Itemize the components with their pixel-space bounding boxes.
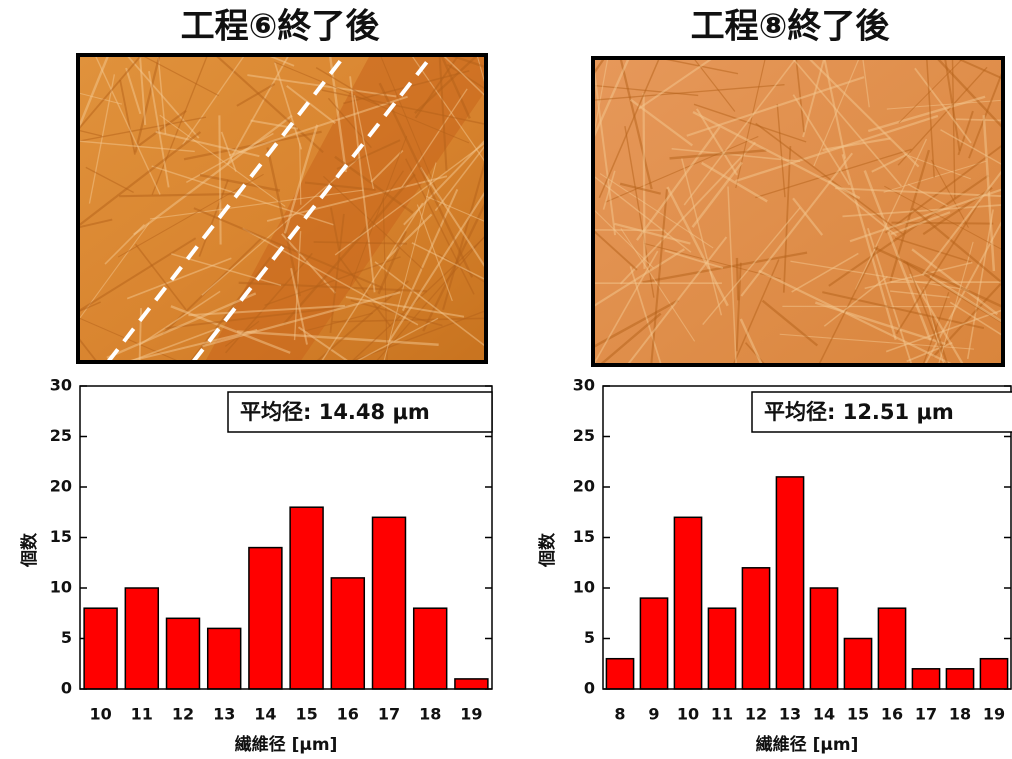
x-axis-label: 繊維径 [μm]	[756, 734, 859, 755]
x-tick-label: 15	[847, 705, 869, 724]
x-tick-label: 18	[949, 705, 971, 724]
y-tick-label: 5	[61, 628, 72, 647]
bar	[414, 608, 447, 689]
bar	[912, 669, 939, 689]
bar	[290, 507, 323, 689]
page: 工程⑥終了後 0 5 10 15 20 25 30 10 11 12 13 14 15 16 17 18 19 平均…	[0, 0, 1012, 759]
bar	[776, 477, 803, 689]
x-tick-label: 14	[254, 705, 276, 724]
x-tick-label: 17	[915, 705, 937, 724]
bar	[810, 588, 837, 689]
y-tick-label: 25	[50, 426, 72, 445]
fiber	[644, 93, 645, 269]
chart-title: 工程⑥終了後	[181, 7, 381, 47]
bar	[946, 669, 973, 689]
bar	[674, 517, 701, 689]
bar	[249, 548, 282, 689]
y-tick-label: 15	[50, 527, 72, 546]
bar	[844, 639, 871, 690]
fiber	[219, 115, 220, 244]
bar	[167, 618, 200, 689]
bar	[125, 588, 158, 689]
annotation: 平均径: 12.51 μm	[764, 400, 954, 424]
x-tick-label: 16	[337, 705, 359, 724]
x-axis-label: 繊維径 [μm]	[235, 734, 338, 755]
x-tick-label: 8	[614, 705, 625, 724]
bar	[373, 517, 406, 689]
bar	[640, 598, 667, 689]
y-tick-label: 15	[573, 527, 595, 546]
bar	[980, 659, 1007, 689]
y-tick-label: 5	[584, 628, 595, 647]
y-tick-label: 0	[61, 679, 72, 698]
x-tick-label: 11	[131, 705, 153, 724]
bar	[708, 608, 735, 689]
y-tick-label: 20	[50, 477, 72, 496]
y-axis-label: 個数	[537, 532, 558, 568]
x-tick-label: 13	[779, 705, 801, 724]
bar	[84, 608, 117, 689]
y-axis-label: 個数	[19, 532, 40, 568]
x-tick-label: 17	[378, 705, 400, 724]
x-tick-label: 11	[711, 705, 733, 724]
bar	[878, 608, 905, 689]
x-tick-label: 12	[172, 705, 194, 724]
x-tick-label: 13	[213, 705, 235, 724]
y-tick-label: 30	[573, 376, 595, 395]
x-tick-label: 16	[881, 705, 903, 724]
y-tick-label: 30	[50, 376, 72, 395]
bar	[742, 568, 769, 689]
bar	[455, 679, 488, 689]
y-tick-label: 10	[50, 578, 72, 597]
bar	[331, 578, 364, 689]
annotation: 平均径: 14.48 μm	[240, 400, 430, 424]
bar	[606, 659, 633, 689]
x-tick-label: 14	[813, 705, 835, 724]
y-tick-label: 20	[573, 477, 595, 496]
x-tick-label: 9	[648, 705, 659, 724]
bar	[208, 628, 241, 689]
x-tick-label: 12	[745, 705, 767, 724]
y-tick-label: 0	[584, 679, 595, 698]
y-tick-label: 10	[573, 578, 595, 597]
x-tick-label: 10	[677, 705, 699, 724]
x-tick-label: 15	[295, 705, 317, 724]
x-tick-label: 19	[460, 705, 482, 724]
x-tick-label: 18	[419, 705, 441, 724]
x-tick-label: 19	[983, 705, 1005, 724]
x-tick-label: 10	[89, 705, 111, 724]
chart-title: 工程⑧終了後	[691, 7, 891, 47]
y-tick-label: 25	[573, 426, 595, 445]
